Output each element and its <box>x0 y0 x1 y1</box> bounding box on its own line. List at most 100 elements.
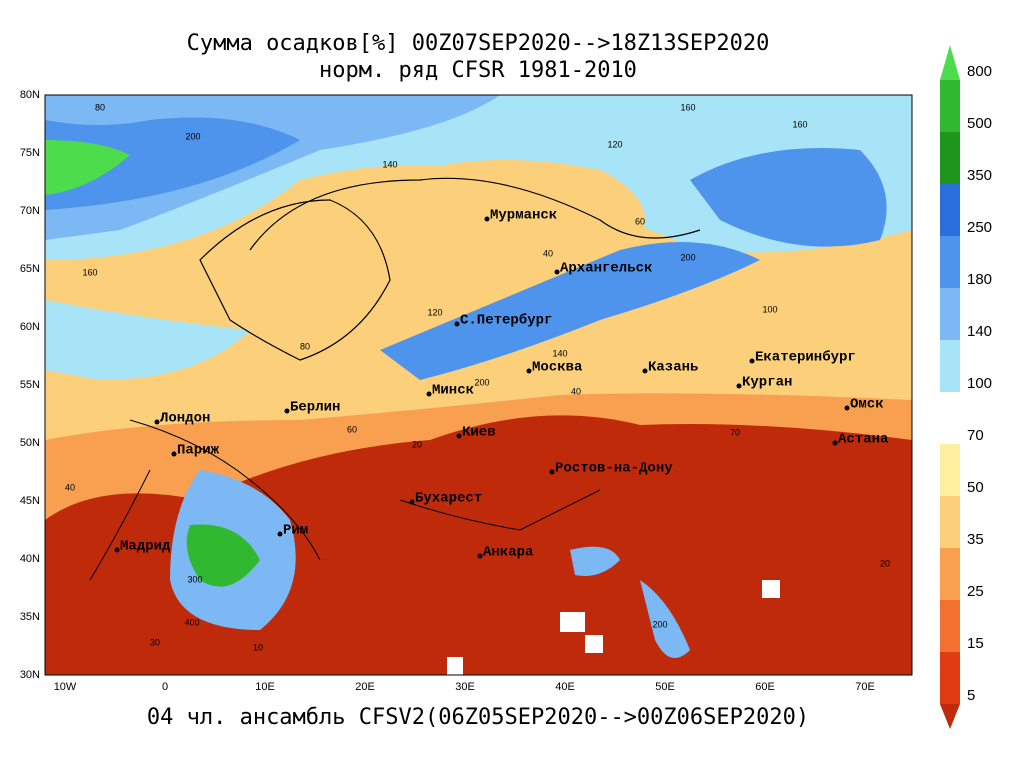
title: Сумма осадков[%] 00Z07SEP2020-->18Z13SEP… <box>187 31 770 56</box>
contour-label: 200 <box>652 619 667 629</box>
city-dot <box>171 451 177 457</box>
colorbar-label: 500 <box>967 115 992 132</box>
lat-label: 40N <box>20 553 40 565</box>
city-label: Ростов-на-Дону <box>555 461 673 477</box>
colorbar-label: 800 <box>967 63 992 80</box>
contour-label: 80 <box>300 341 310 351</box>
contour-labels: 80 200 160 140 120 160 160 200 40 60 100… <box>65 102 890 652</box>
contour-label: 40 <box>571 386 581 396</box>
city-dot <box>844 405 850 411</box>
contour-label: 80 <box>95 102 105 112</box>
contour-label: 160 <box>680 102 695 112</box>
city-dot <box>284 408 290 414</box>
colorbar-box <box>940 600 960 652</box>
city-label: Казань <box>648 360 698 376</box>
lat-label: 50N <box>20 437 40 449</box>
lon-label: 10E <box>255 681 275 693</box>
contour-label: 200 <box>680 252 695 262</box>
colorbar-label: 180 <box>967 271 992 288</box>
colorbar-box <box>940 444 960 496</box>
lon-label: 70E <box>855 681 875 693</box>
city-dot <box>409 499 415 505</box>
colorbar-box <box>940 288 960 340</box>
lon-label: 40E <box>555 681 575 693</box>
city-label: Мурманск <box>490 208 557 224</box>
colorbar-label: 250 <box>967 219 992 236</box>
city-label: С.Петербург <box>460 313 552 329</box>
city-label: Берлин <box>290 400 340 416</box>
colorbar: 800 500 350 250 180 140 100 70 50 35 25 15 5 <box>940 45 992 729</box>
city-dot <box>832 440 838 446</box>
colorbar-label: 70 <box>967 427 984 444</box>
colorbar-label: 25 <box>967 583 984 600</box>
colorbar-arrow <box>940 45 960 80</box>
contour-label: 30 <box>150 637 160 647</box>
contour-label: 20 <box>412 439 422 449</box>
city-dot <box>456 433 462 439</box>
lon-label: 20E <box>355 681 375 693</box>
colorbar-box <box>940 132 960 184</box>
contour-label: 160 <box>792 119 807 129</box>
lat-label: 70N <box>20 205 40 217</box>
contour-label: 200 <box>185 131 200 141</box>
lat-label: 35N <box>20 611 40 623</box>
city-dot <box>642 368 648 374</box>
contour-label: 40 <box>543 248 553 258</box>
lat-label: 60N <box>20 321 40 333</box>
colorbar-arrow <box>940 704 960 729</box>
city-label: Мадрид <box>120 539 171 555</box>
city-label: Лондон <box>160 411 210 427</box>
city-label: Париж <box>177 443 220 459</box>
city-label: Екатеринбург <box>755 350 856 366</box>
contour-label: 120 <box>607 139 622 149</box>
contour-label: 300 <box>187 574 202 584</box>
city-label: Анкара <box>483 545 534 561</box>
city-dot <box>454 321 460 327</box>
lon-label: 60E <box>755 681 775 693</box>
city-dot <box>526 368 532 374</box>
city-dot <box>484 216 490 222</box>
colorbar-label: 140 <box>967 323 992 340</box>
lat-label: 80N <box>20 89 40 101</box>
city-label: Москва <box>532 360 583 376</box>
lat-label: 45N <box>20 495 40 507</box>
colorbar-label: 100 <box>967 375 992 392</box>
contour-label: 200 <box>474 377 489 387</box>
lat-label: 55N <box>20 379 40 391</box>
lat-label: 75N <box>20 147 40 159</box>
colorbar-box <box>940 236 960 288</box>
contour-label: 140 <box>552 348 567 358</box>
city-label: Минск <box>432 383 474 399</box>
contour-label: 40 <box>65 482 75 492</box>
city-label: Архангельск <box>560 261 652 277</box>
colorbar-label: 15 <box>967 635 984 652</box>
colorbar-label: 50 <box>967 479 984 496</box>
contour-label: 140 <box>382 159 397 169</box>
lat-label: 65N <box>20 263 40 275</box>
city-dot <box>549 469 555 475</box>
contour-label: 10 <box>253 642 263 652</box>
contour-label: 20 <box>880 558 890 568</box>
lon-label: 10W <box>54 681 77 693</box>
subtitle: норм. ряд CFSR 1981-2010 <box>319 58 637 83</box>
contour-label: 100 <box>762 304 777 314</box>
colorbar-box <box>940 652 960 704</box>
lon-label: 30E <box>455 681 475 693</box>
colorbar-label: 35 <box>967 531 984 548</box>
city-dot <box>749 358 755 364</box>
city-dot <box>154 419 160 425</box>
city-dot <box>477 553 483 559</box>
city-label: Омск <box>850 397 884 413</box>
city-label: Астана <box>838 432 889 448</box>
colorbar-box <box>940 548 960 600</box>
colorbar-box <box>940 80 960 132</box>
colorbar-box <box>940 392 960 444</box>
city-dot <box>426 391 432 397</box>
city-dot <box>114 547 120 553</box>
lon-label: 0 <box>162 681 168 693</box>
contour-label: 60 <box>635 216 645 226</box>
lat-labels: 80N 75N 70N 65N 60N 55N 50N 45N 40N 35N 30N <box>20 89 40 681</box>
colorbar-box <box>940 184 960 236</box>
contour-label: 70 <box>730 427 740 437</box>
